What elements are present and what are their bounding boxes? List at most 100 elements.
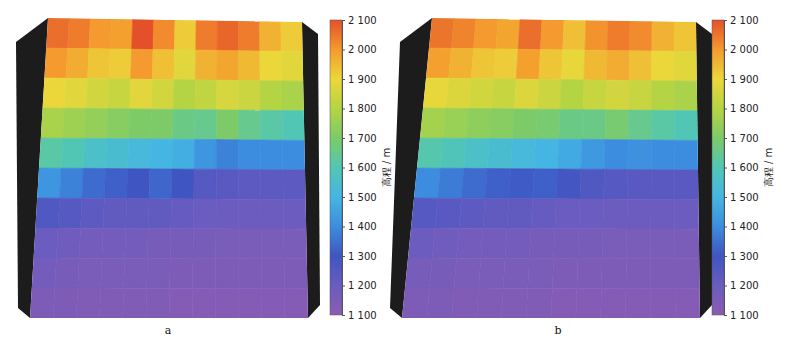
elevation-cell (64, 78, 87, 108)
elevation-cell (446, 78, 471, 108)
elevation-cell (102, 228, 126, 258)
elevation-cell (423, 78, 449, 108)
elevation-cell (239, 259, 262, 289)
elevation-cell (126, 199, 149, 229)
elevation-cell (496, 19, 520, 49)
elevation-cell (174, 20, 196, 50)
elevation-cell (171, 169, 194, 199)
elevation-cell (408, 228, 435, 258)
elevation-cell (563, 20, 586, 50)
elevation-cell (104, 169, 127, 199)
tick-mark (342, 79, 345, 80)
elevation-cell (239, 199, 262, 229)
elevation-cell (652, 81, 675, 111)
elevation-cell (193, 229, 216, 259)
tick-label: 1 300 (348, 251, 377, 262)
elevation-cell (582, 110, 606, 140)
elevation-cell (539, 50, 563, 80)
tick: 1 700 (724, 133, 759, 144)
elevation-cell (172, 139, 195, 169)
elevation-cell (452, 288, 479, 318)
elevation-cell (440, 138, 466, 168)
tick-label: 1 200 (348, 280, 377, 291)
elevation-cell (196, 20, 218, 50)
elevation-cell (85, 108, 108, 138)
elevation-cell (217, 50, 239, 80)
elevation-cell (459, 198, 485, 228)
elevation-cell (531, 199, 556, 229)
elevation-cell (578, 229, 603, 259)
elevation-cell (487, 139, 512, 169)
elevation-cell (282, 81, 304, 111)
elevation-cell (195, 50, 217, 80)
elevation-cell (438, 168, 464, 198)
elevation-cell (489, 109, 514, 139)
elevation-cell (239, 51, 261, 81)
elevation-cell (260, 110, 282, 140)
elevation-cell (457, 228, 483, 258)
elevation-cell (606, 80, 629, 110)
elevation-cell (147, 229, 170, 259)
colorbar (330, 20, 342, 315)
elevation-cell (559, 109, 583, 139)
elevation-cell (674, 51, 697, 81)
elevation-cell (76, 288, 100, 318)
elevation-cell (417, 138, 443, 168)
elevation-cell (528, 258, 554, 288)
tick: 1 100 (342, 310, 377, 321)
tick-mark (724, 286, 727, 287)
elevation-cell (78, 258, 102, 288)
elevation-cell (43, 78, 66, 108)
elevation-cell (628, 140, 652, 170)
elevation-cell (627, 170, 651, 200)
elevation-cell (579, 199, 604, 229)
tick-label: 1 600 (730, 162, 759, 173)
tick-label: 2 000 (348, 44, 377, 55)
elevation-cell (193, 258, 216, 288)
elevation-cell (60, 168, 84, 198)
elevation-cell (551, 288, 577, 318)
elevation-cell (123, 288, 147, 318)
elevation-cell (151, 109, 174, 139)
elevation-cell (106, 139, 129, 169)
elevation-cell (556, 169, 581, 199)
elevation-cell (30, 288, 55, 318)
elevation-cell (260, 51, 282, 81)
tick-mark (724, 227, 727, 228)
elevation-cell (577, 258, 602, 288)
elevation-cell (405, 258, 432, 288)
elevation-cell (56, 228, 80, 258)
elevation-cell (41, 108, 65, 138)
tick-label: 1 200 (730, 280, 759, 291)
elevation-cell (35, 198, 59, 228)
elevation-cell (675, 199, 699, 229)
tick: 2 000 (342, 44, 377, 55)
elevation-cell (492, 79, 517, 109)
elevation-cell (147, 258, 171, 288)
elevation-cell (435, 198, 461, 228)
elevation-cell (509, 169, 534, 199)
elevation-cell (604, 140, 628, 170)
elevation-cell (675, 229, 699, 259)
elevation-cell (34, 228, 58, 258)
elevation-cell (100, 288, 124, 318)
elevation-cell (239, 21, 260, 51)
elevation-cell (449, 48, 474, 78)
tick: 1 100 (724, 310, 759, 321)
elevation-cell (260, 140, 282, 170)
elevation-cell (518, 19, 542, 49)
elevation-cell (32, 258, 57, 288)
elevation-cell (109, 49, 132, 79)
tick-mark (342, 138, 345, 139)
elevation-cell (607, 21, 630, 51)
elevation-cell (216, 229, 239, 259)
elevation-cell (195, 80, 217, 110)
elevation-cell (628, 110, 651, 140)
elevation-cell (239, 140, 261, 170)
elevation-cell (601, 288, 626, 318)
elevation-cell (148, 199, 171, 229)
elevation-cell (583, 80, 607, 110)
tick-label: 1 500 (730, 192, 759, 203)
elevation-cell (170, 258, 193, 288)
elevation-cell (152, 50, 174, 80)
